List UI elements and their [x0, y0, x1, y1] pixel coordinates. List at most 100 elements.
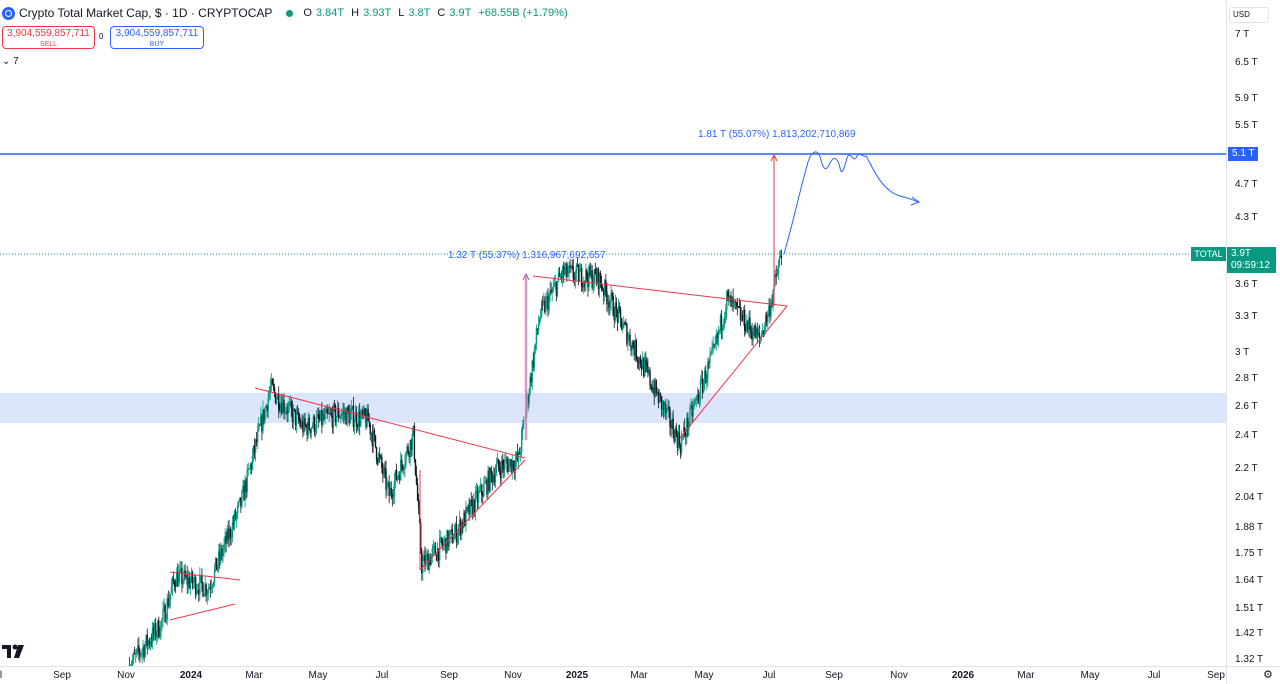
candle-down [656, 381, 657, 394]
candle-down [375, 435, 376, 447]
candle-up [576, 265, 577, 273]
candle-down [230, 528, 231, 537]
candle-up [778, 265, 779, 274]
candle-up [213, 582, 214, 586]
candle-down [304, 418, 305, 425]
candle-down [646, 363, 647, 366]
sell-button[interactable]: 3,904,559,857,711 SELL [2, 26, 95, 49]
candle-down [513, 461, 514, 469]
candle-up [293, 409, 294, 422]
settings-gear-icon[interactable]: ⚙ [1263, 668, 1273, 681]
candle-down [676, 428, 677, 435]
candle-up [269, 393, 270, 398]
candle-up [777, 274, 778, 276]
triangle-upper-2025[interactable] [533, 276, 787, 306]
time-tick: Sep [53, 670, 71, 681]
open-value: 3.84T [316, 7, 344, 19]
candle-down [401, 460, 402, 465]
candle-up [252, 456, 253, 469]
candle-down [499, 467, 500, 470]
price-tick: 1.75 T [1235, 548, 1263, 559]
candle-up [700, 380, 701, 400]
candle-up [535, 343, 536, 350]
candle-up [666, 409, 667, 413]
candle-up [706, 378, 707, 382]
candle-up [403, 469, 404, 470]
candle-down [368, 421, 369, 423]
low-value: 3.8T [408, 7, 430, 19]
candle-up [141, 651, 142, 655]
candle-down [744, 310, 745, 331]
price-axis[interactable]: 7 T 6.5 T 5.9 T 5.5 T 4.7 T 4.3 T 3.6 T … [1226, 0, 1280, 666]
triangle-lower-2024[interactable] [420, 460, 525, 570]
candle-up [156, 634, 157, 637]
candle-up [528, 393, 529, 403]
resistance-level-tag[interactable]: 5.1 T [1228, 147, 1258, 161]
candle-up [217, 565, 218, 570]
candle-down [391, 488, 392, 494]
candle-up [710, 352, 711, 356]
time-tick: Sep [1207, 670, 1225, 681]
candle-up [432, 549, 433, 555]
candle-down [402, 465, 403, 469]
candle-up [496, 464, 497, 473]
candle-up [236, 513, 237, 519]
candle-up [289, 404, 290, 406]
price-tick: 2.04 T [1235, 492, 1263, 503]
candle-up [593, 283, 594, 288]
candle-up [483, 484, 484, 497]
time-axis[interactable]: l Sep Nov 2024 Mar May Jul Sep Nov 2025 … [0, 666, 1226, 684]
candle-down [640, 357, 641, 365]
time-tick: l [0, 670, 2, 681]
candle-up [404, 463, 405, 469]
candle-up [609, 303, 610, 308]
candle-up [264, 408, 265, 420]
buy-button[interactable]: 3,904,559,857,711 BUY [110, 26, 204, 49]
candle-up [162, 609, 163, 619]
price-tick: 2.8 T [1235, 373, 1258, 384]
price-tick: 1.32 T [1235, 654, 1263, 665]
price-tick: 1.88 T [1235, 522, 1263, 533]
time-tick: May [695, 670, 714, 681]
price-tick: 3 T [1235, 347, 1249, 358]
candle-down [376, 447, 377, 459]
candle-down [611, 293, 612, 296]
candle-down [506, 460, 507, 463]
measure-label-2024[interactable]: 1.32 T (55.37%) 1,316,967,692,657 [448, 250, 606, 261]
price-tick: 4.3 T [1235, 212, 1258, 223]
symbol-legend[interactable]: Crypto Total Market Cap, $ · 1D · CRYPTO… [2, 6, 571, 20]
candle-up [695, 400, 696, 403]
candle-up [161, 619, 162, 622]
currency-selector[interactable]: USD [1229, 7, 1269, 23]
projection-path[interactable] [784, 152, 918, 254]
pennant-lower-2023[interactable] [170, 604, 235, 620]
candle-down [367, 409, 368, 421]
candle-down [364, 408, 365, 415]
chart-pane[interactable] [0, 0, 1226, 666]
candle-up [723, 324, 724, 326]
price-chart[interactable] [0, 0, 1226, 666]
tradingview-logo-icon[interactable] [1, 637, 25, 659]
symbol-title[interactable]: Crypto Total Market Cap, $ · 1D · CRYPTO… [19, 6, 272, 20]
candle-up [627, 338, 628, 344]
candle-up [539, 319, 540, 325]
candle-up [203, 595, 204, 596]
candle-up [534, 350, 535, 367]
candle-up [182, 581, 183, 584]
demand-zone[interactable] [0, 393, 1226, 423]
candle-up [312, 427, 313, 428]
time-tick: Nov [504, 670, 522, 681]
candle-up [237, 505, 238, 513]
pattern-lines[interactable] [170, 276, 787, 620]
spread-value: 0 [99, 32, 103, 41]
candle-down [737, 302, 738, 306]
time-tick: Jul [1148, 670, 1161, 681]
sell-price: 3,904,559,857,711 [3, 28, 94, 39]
indicators-toggle[interactable]: ⌄ 7 [2, 56, 19, 67]
symbol-price-label: TOTAL [1191, 247, 1226, 261]
candle-up [724, 317, 725, 324]
candle-up [715, 344, 716, 345]
candle-up [171, 587, 172, 594]
measure-label-2025[interactable]: 1.81 T (55.07%) 1,813,202,710,869 [698, 129, 856, 140]
candle-down [613, 296, 614, 315]
